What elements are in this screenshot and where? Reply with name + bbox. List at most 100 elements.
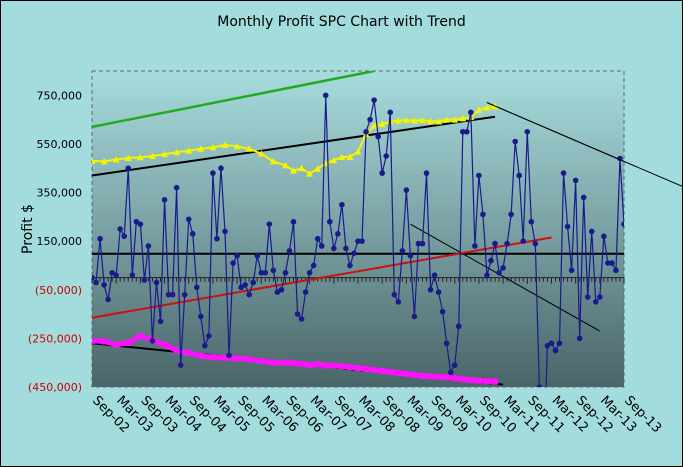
profit-point — [109, 269, 115, 276]
ucl-marker — [100, 157, 108, 165]
profit-point — [431, 272, 438, 278]
profit-point — [335, 231, 341, 237]
profit-point — [157, 318, 164, 325]
ucl-marker — [112, 155, 120, 163]
lcl-marker — [92, 337, 95, 344]
profit-point — [560, 170, 567, 176]
profit-point — [375, 133, 381, 140]
profit-point — [423, 170, 430, 176]
lcl-marker — [443, 374, 450, 381]
lcl-marker — [322, 362, 329, 369]
lcl-marker — [363, 366, 370, 373]
profit-point — [544, 342, 551, 349]
lcl-marker — [492, 378, 499, 385]
ucl-marker — [483, 103, 491, 111]
profit-point — [359, 238, 365, 244]
ucl-marker — [410, 117, 418, 124]
profit-point — [322, 92, 329, 99]
profit-point — [536, 384, 543, 387]
profit-point — [214, 235, 220, 242]
lcl-marker — [371, 366, 378, 373]
profit-point — [206, 333, 212, 339]
lcl-marker — [306, 362, 313, 369]
profit-point — [121, 233, 128, 240]
profit-point — [476, 172, 482, 179]
profit-point — [552, 347, 559, 354]
ucl-marker — [298, 164, 306, 172]
y-tick-label: (450,000) — [28, 381, 82, 394]
profit-point — [254, 252, 261, 259]
lcl-marker — [137, 332, 144, 339]
profit-point — [548, 340, 555, 347]
profit-point — [488, 257, 494, 264]
profit-point — [331, 245, 337, 252]
profit-point — [532, 240, 539, 247]
lcl-marker — [209, 354, 216, 361]
profit-point — [580, 194, 587, 201]
lcl-marker — [387, 368, 394, 375]
profit-point — [363, 128, 369, 135]
profit-point — [459, 128, 466, 135]
profit-point — [314, 235, 321, 242]
profit-point — [367, 116, 373, 123]
profit-point — [468, 109, 474, 116]
lcl-marker — [338, 363, 345, 370]
profit-point — [435, 289, 442, 296]
lcl-marker — [459, 376, 466, 383]
profit-point — [447, 369, 454, 376]
profit-point — [242, 282, 248, 288]
profit-point — [153, 279, 160, 286]
profit-point — [439, 308, 446, 315]
lcl-marker — [330, 362, 337, 369]
profit-point — [584, 294, 591, 300]
lcl-marker — [173, 347, 180, 354]
ucl-marker — [136, 153, 144, 161]
profit-point — [576, 335, 583, 342]
profit-point — [572, 177, 579, 184]
profit-point — [326, 218, 333, 225]
profit-point — [371, 97, 377, 103]
profit-point — [504, 240, 510, 247]
profit-point — [125, 165, 132, 172]
profit-point — [347, 262, 353, 269]
ucl-marker — [148, 152, 156, 160]
ucl-marker — [314, 165, 322, 172]
profit-point — [556, 340, 563, 347]
lcl-marker — [379, 367, 386, 374]
profit-point — [193, 284, 200, 291]
lcl-marker — [419, 372, 426, 379]
profit-point — [597, 294, 603, 300]
profit-point — [480, 211, 486, 218]
lcl-marker — [403, 370, 410, 377]
profit-point — [165, 291, 172, 298]
lcl-marker — [483, 378, 490, 385]
lcl-marker — [222, 354, 228, 361]
profit-point — [343, 245, 349, 252]
ucl-marker — [209, 143, 217, 151]
profit-point — [181, 291, 188, 298]
lcl-marker — [246, 356, 253, 363]
lcl-marker — [314, 361, 321, 368]
profit-point — [528, 218, 535, 225]
ucl-upper-trend-line — [92, 71, 375, 129]
profit-point — [234, 252, 240, 259]
lcl-marker — [395, 369, 402, 376]
control-trend-b-line — [410, 223, 601, 332]
profit-point — [238, 284, 244, 291]
profit-point — [230, 260, 236, 266]
ucl-marker — [161, 150, 169, 158]
lcl-marker — [270, 359, 277, 366]
profit-point — [568, 267, 575, 274]
y-tick-label: 550,000 — [37, 138, 83, 151]
profit-point — [226, 352, 232, 359]
profit-point — [395, 299, 402, 305]
profit-point — [411, 313, 418, 320]
ucl-marker — [281, 161, 289, 169]
lcl-marker — [355, 365, 361, 372]
ucl-marker — [233, 142, 241, 150]
ucl-marker — [435, 118, 443, 125]
lcl-marker — [125, 339, 132, 346]
profit-point — [302, 289, 309, 296]
lcl-marker — [298, 360, 305, 367]
profit-point — [149, 338, 156, 344]
